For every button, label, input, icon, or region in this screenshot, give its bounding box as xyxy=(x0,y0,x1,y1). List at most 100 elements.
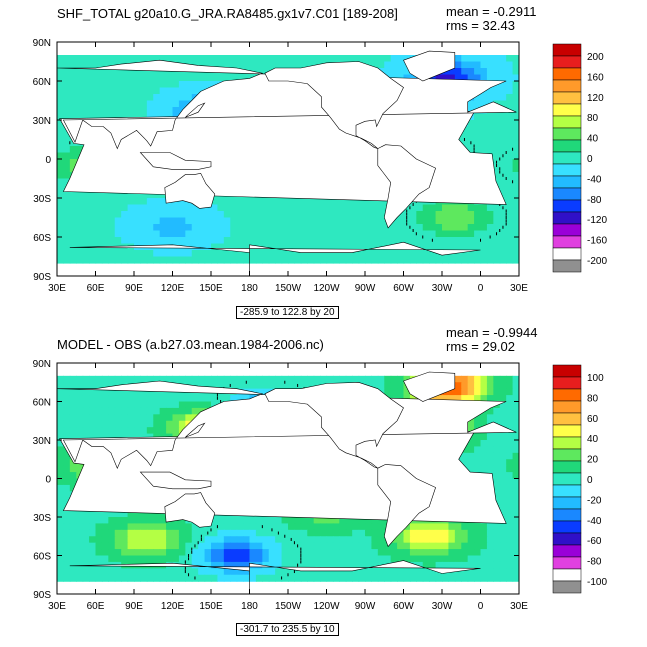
field-cell xyxy=(403,574,411,582)
field-cell xyxy=(512,395,519,403)
field-cell xyxy=(134,256,142,264)
field-cell xyxy=(397,68,405,76)
field-cell xyxy=(178,217,186,225)
field-cell xyxy=(467,388,475,396)
field-cell xyxy=(223,237,231,245)
field-cell xyxy=(76,55,84,63)
field-cell xyxy=(223,549,231,557)
field-cell xyxy=(198,224,206,232)
field-cell xyxy=(57,427,65,435)
field-cell xyxy=(57,510,65,518)
x-tick-label: 150W xyxy=(275,601,302,612)
field-cell xyxy=(230,74,238,82)
field-cell xyxy=(448,561,456,569)
field-cell xyxy=(281,204,289,212)
land-mass xyxy=(139,152,212,170)
field-cell xyxy=(82,107,90,115)
field-cell xyxy=(300,382,308,390)
field-cell xyxy=(108,107,116,115)
field-cell xyxy=(108,568,116,576)
field-cell xyxy=(198,395,206,403)
field-cell xyxy=(512,204,519,212)
field-cell xyxy=(384,555,392,563)
field-cell xyxy=(294,517,302,525)
field-cell xyxy=(63,146,71,154)
field-cell xyxy=(339,574,347,582)
field-cell xyxy=(493,465,501,473)
field-cell xyxy=(512,561,519,569)
field-cell xyxy=(140,427,148,435)
field-cell xyxy=(236,230,244,238)
field-cell xyxy=(95,388,103,396)
colorbar-swatch xyxy=(552,211,582,225)
field-cell xyxy=(255,549,263,557)
field-cell xyxy=(358,230,366,238)
x-tick-label: 120E xyxy=(161,601,185,612)
field-cell xyxy=(255,523,263,531)
field-cell xyxy=(454,55,462,63)
field-cell xyxy=(506,382,514,390)
field-cell xyxy=(397,529,405,537)
field-cell xyxy=(403,224,411,232)
field-cell xyxy=(268,536,276,544)
field-cell xyxy=(448,74,456,82)
field-cell xyxy=(365,568,373,576)
field-cell xyxy=(211,555,219,563)
field-cell xyxy=(268,555,276,563)
field-cell xyxy=(377,198,385,206)
field-cell xyxy=(474,375,482,383)
field-cell xyxy=(101,94,109,102)
field-cell xyxy=(95,74,103,82)
field-cell xyxy=(307,555,315,563)
field-layer xyxy=(57,42,519,276)
field-layer xyxy=(57,363,519,594)
field-cell xyxy=(416,523,424,531)
field-cell xyxy=(191,407,199,415)
field-cell xyxy=(512,152,519,160)
field-cell xyxy=(262,204,270,212)
field-cell xyxy=(95,94,103,102)
field-cell xyxy=(159,191,167,199)
field-cell xyxy=(255,68,263,76)
field-cell xyxy=(185,230,193,238)
field-cell xyxy=(63,382,71,390)
field-cell xyxy=(191,256,199,264)
field-cell xyxy=(435,574,443,582)
field-cell xyxy=(204,574,212,582)
field-cell xyxy=(506,523,514,531)
field-cell xyxy=(236,74,244,82)
field-cell xyxy=(217,568,225,576)
field-cell xyxy=(134,555,142,563)
field-cell xyxy=(76,375,84,383)
field-cell xyxy=(159,401,167,409)
field-cell xyxy=(307,224,315,232)
field-cell xyxy=(429,256,437,264)
field-cell xyxy=(493,204,501,212)
field-cell xyxy=(89,107,97,115)
land-mass xyxy=(69,560,481,594)
field-cell xyxy=(178,523,186,531)
field-cell xyxy=(211,81,219,89)
field-cell xyxy=(474,420,482,428)
field-cell xyxy=(339,211,347,219)
field-cell xyxy=(474,452,482,460)
field-cell xyxy=(467,555,475,563)
field-cell xyxy=(230,574,238,582)
field-cell xyxy=(461,133,469,141)
field-cell xyxy=(320,536,328,544)
field-cell xyxy=(326,211,334,219)
field-cell xyxy=(127,395,135,403)
field-cell xyxy=(76,250,84,258)
field-cell xyxy=(474,250,482,258)
field-cell xyxy=(217,523,225,531)
field-cell xyxy=(114,211,122,219)
field-cell xyxy=(95,55,103,63)
field-cell xyxy=(320,243,328,251)
field-cell xyxy=(211,243,219,251)
field-cell xyxy=(95,204,103,212)
field-cell xyxy=(76,420,84,428)
field-cell xyxy=(358,243,366,251)
field-cell xyxy=(313,529,321,537)
field-cell xyxy=(506,211,514,219)
field-cell xyxy=(345,243,353,251)
